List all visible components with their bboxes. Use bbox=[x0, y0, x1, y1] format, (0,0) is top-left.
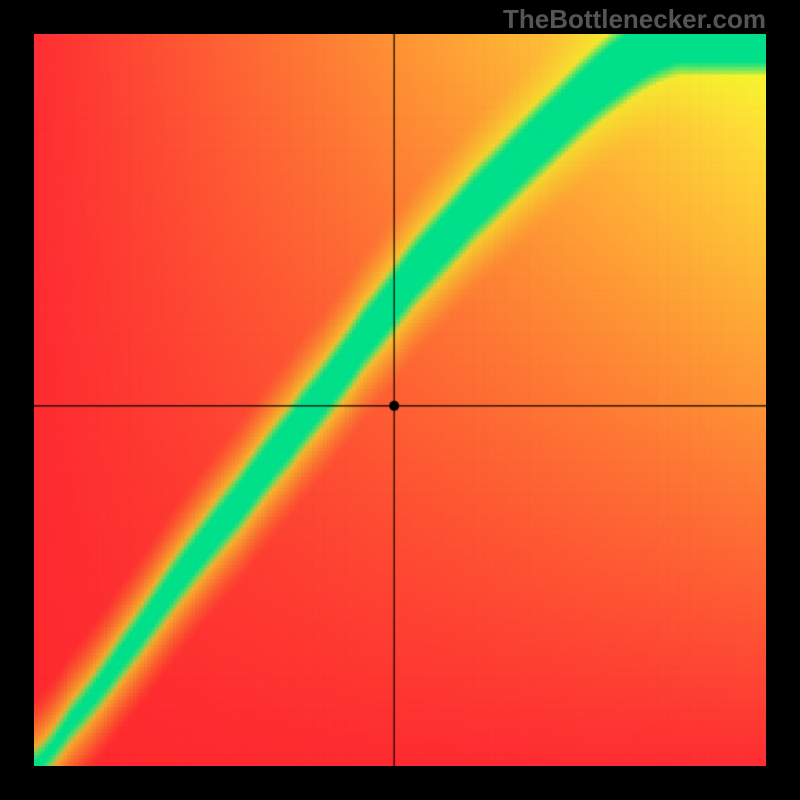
watermark-text: TheBottlenecker.com bbox=[503, 4, 766, 35]
chart-container: TheBottlenecker.com bbox=[0, 0, 800, 800]
bottleneck-heatmap bbox=[34, 34, 766, 766]
